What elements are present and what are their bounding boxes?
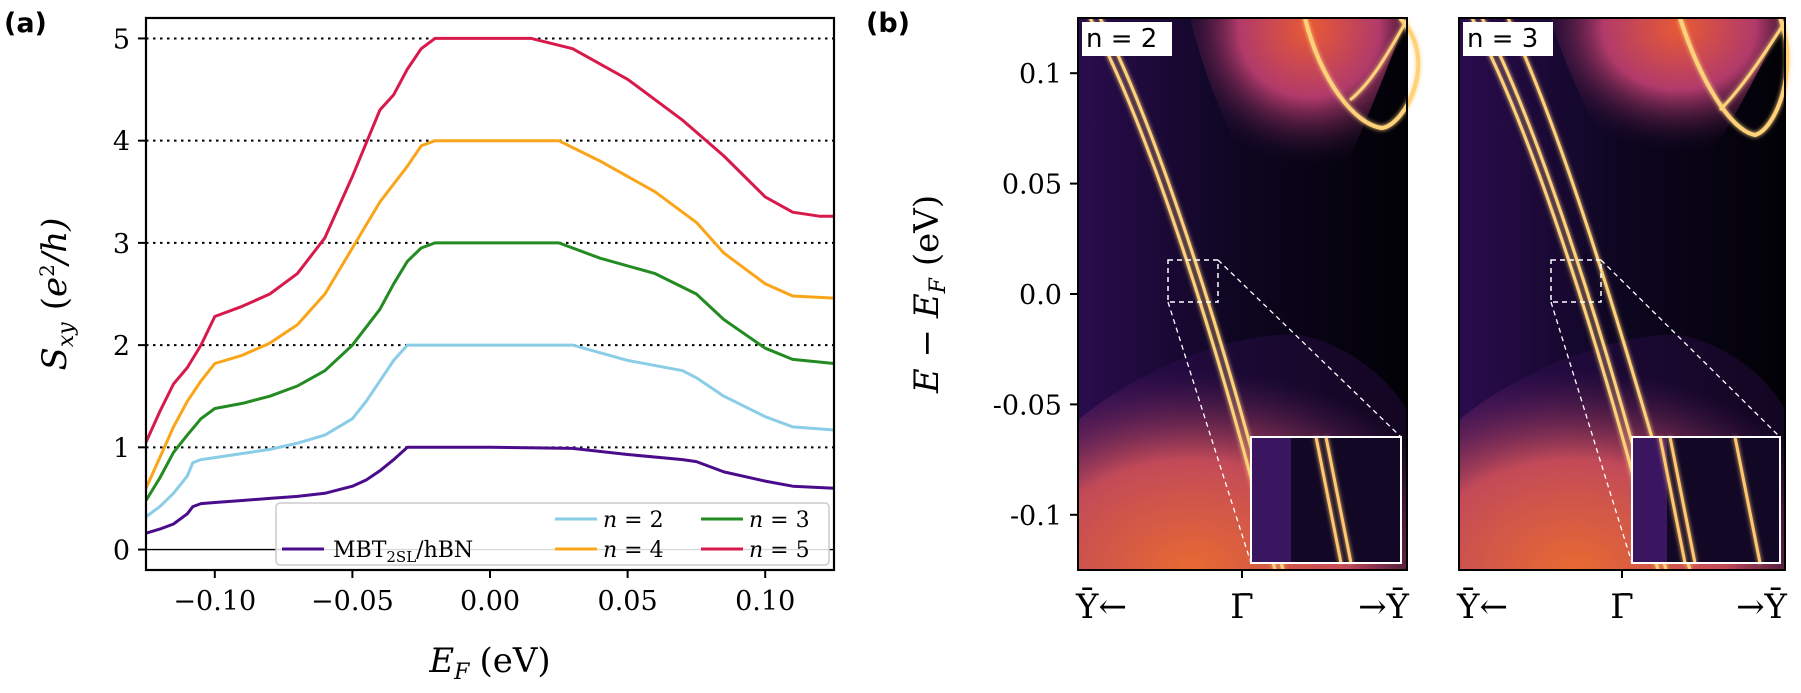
y-tick-label: 1 [113, 433, 130, 464]
heatmap-n2: n = 2 [1077, 16, 1421, 571]
x-tick-label: −0.10 [173, 586, 256, 617]
series-line-n4 [146, 139, 834, 489]
legend-label-n3: n = 3 [749, 508, 810, 533]
y-axis-title-b: E − EF(eV) [907, 195, 951, 394]
y-tick-label: 5 [113, 24, 130, 55]
inset-frame [1631, 436, 1781, 564]
series-line-n2 [146, 343, 834, 519]
panel-label-b: (b) [866, 8, 910, 39]
panel-n3-label-bg [1463, 22, 1553, 56]
panel-n2-label: n = 2 [1086, 24, 1157, 54]
x-tick-label: −0.05 [311, 586, 394, 617]
k-label-right-n2: →Ȳ [1358, 587, 1409, 627]
k-label-left-n3: Ȳ← [1456, 587, 1508, 627]
y-tick-label: -0.1 [1010, 501, 1062, 532]
conduction-band-region [1190, 18, 1407, 230]
inset-shading [1251, 437, 1291, 563]
zoom-connector-top [1600, 259, 1781, 438]
panel-n2-label-bg [1082, 22, 1172, 56]
inset-band-1 [1658, 436, 1687, 564]
y-ticks-b: 0.1 0.05 0.0 -0.05 -0.1 [993, 59, 1078, 532]
panel-n3-label: n = 3 [1467, 24, 1538, 54]
x-tick-label: 0.00 [460, 586, 520, 617]
x-tick-label: 0.10 [735, 586, 795, 617]
inset-band-3 [1733, 436, 1762, 564]
zoom-connector-top [1217, 259, 1402, 438]
y-ticks-a: 0 1 2 3 4 5 [113, 24, 146, 567]
inset-band-1 [1314, 436, 1343, 564]
inset-n2 [1250, 436, 1402, 564]
panel-label-a: (a) [4, 8, 47, 39]
y-tick-label: 0.0 [1019, 280, 1062, 311]
legend-label-n2: n = 2 [603, 508, 664, 533]
conduction-band-branch [1349, 19, 1409, 102]
y-tick-label: 0 [113, 536, 130, 567]
heatmap-n3: n = 3 [1458, 17, 1790, 571]
legend-label-n5: n = 5 [749, 538, 810, 563]
conduction-band-edge [1303, 16, 1421, 131]
x-ticks-a: −0.10 −0.05 0.00 0.05 0.10 [173, 570, 795, 617]
series-line-mbt [146, 445, 834, 535]
zoom-box [1550, 259, 1602, 303]
zoom-box [1167, 259, 1219, 303]
inset-n3 [1631, 436, 1781, 564]
series-lines [146, 36, 834, 535]
x-ticks-b: Ȳ← Γ̄ →Ȳ Ȳ← Γ̄ →Ȳ [1075, 570, 1788, 627]
legend-label-n4: n = 4 [603, 538, 664, 563]
legend-box [275, 502, 830, 566]
y-tick-label: 2 [113, 331, 130, 362]
y-tick-label: 4 [113, 127, 130, 158]
inset-band-2 [1324, 436, 1353, 564]
zoom-connector-bottom [1167, 301, 1252, 564]
panel-b: (b) n = 2 [866, 8, 1790, 627]
y-tick-label: -0.05 [993, 390, 1062, 421]
axes-frame-a [144, 16, 836, 572]
y-axis-title-a: Sxy(e2/h) [35, 218, 79, 371]
x-axis-title-a: EF (eV) [428, 641, 550, 685]
series-line-n3 [146, 241, 834, 502]
conduction-band-branch [1718, 21, 1787, 112]
series-line-n5 [146, 36, 834, 443]
conduction-band-region [1550, 18, 1785, 210]
y-tick-label: 0.05 [1002, 170, 1062, 201]
legend: n = 2 n = 3 MBT2SL/hBN n = 4 n = 5 [275, 502, 830, 566]
x-tick-label: 0.05 [598, 586, 658, 617]
k-label-right-n3: →Ȳ [1736, 587, 1787, 627]
inset-shading [1632, 437, 1667, 563]
y-tick-label: 3 [113, 229, 130, 260]
k-label-left-n2: Ȳ← [1075, 587, 1127, 627]
k-label-gamma-n3: Γ̄ [1610, 587, 1634, 627]
conduction-band-edge [1678, 17, 1790, 138]
inset-band-2 [1668, 436, 1697, 564]
y-tick-label: 0.1 [1019, 59, 1062, 90]
panel-a: (a) −0.10 −0.05 0.00 0.05 0.10 0 1 2 3 4 5 n = 2 … [4, 8, 836, 685]
legend-label-mbt: MBT2SL/hBN [333, 538, 473, 566]
inset-frame [1250, 436, 1402, 564]
zoom-connector-bottom [1550, 301, 1633, 564]
k-label-gamma-n2: Γ̄ [1230, 587, 1254, 627]
